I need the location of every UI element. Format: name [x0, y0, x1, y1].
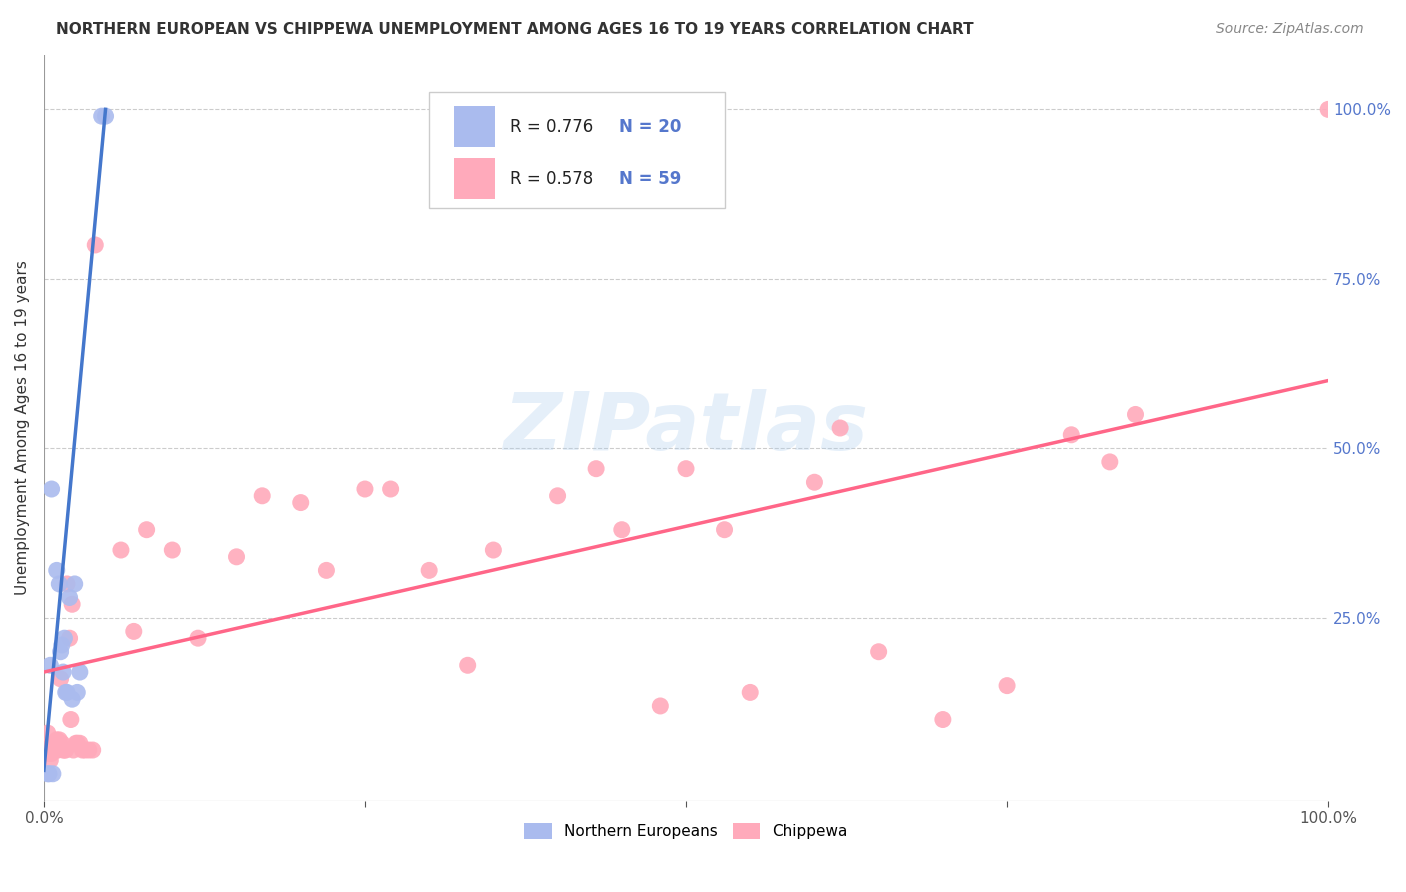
- Point: [53, 743, 76, 757]
- Point: [713, 523, 735, 537]
- Point: [90, 109, 112, 123]
- FancyBboxPatch shape: [429, 93, 724, 208]
- FancyBboxPatch shape: [454, 106, 495, 147]
- Point: [65, 736, 87, 750]
- Point: [53, 631, 76, 645]
- Point: [38, 747, 60, 761]
- Point: [66, 685, 89, 699]
- Point: [830, 421, 852, 435]
- Point: [48, 732, 70, 747]
- Point: [1060, 427, 1083, 442]
- Point: [740, 685, 762, 699]
- Point: [44, 743, 66, 757]
- Point: [650, 698, 672, 713]
- Point: [37, 766, 59, 780]
- Point: [585, 461, 607, 475]
- Point: [51, 736, 73, 750]
- Point: [547, 489, 569, 503]
- Point: [39, 753, 62, 767]
- Point: [675, 461, 697, 475]
- Point: [62, 743, 84, 757]
- Point: [290, 495, 312, 509]
- Point: [39, 658, 62, 673]
- Point: [42, 739, 65, 754]
- Point: [58, 631, 80, 645]
- Point: [932, 713, 955, 727]
- Text: NORTHERN EUROPEAN VS CHIPPEWA UNEMPLOYMENT AMONG AGES 16 TO 19 YEARS CORRELATION: NORTHERN EUROPEAN VS CHIPPEWA UNEMPLOYME…: [56, 22, 974, 37]
- Point: [41, 482, 63, 496]
- Point: [69, 665, 91, 679]
- Point: [135, 523, 157, 537]
- Point: [72, 743, 94, 757]
- Point: [225, 549, 247, 564]
- Point: [38, 766, 60, 780]
- Point: [66, 736, 89, 750]
- Point: [94, 109, 117, 123]
- Point: [45, 732, 67, 747]
- Point: [250, 489, 273, 503]
- Point: [49, 645, 72, 659]
- Point: [59, 713, 82, 727]
- Point: [610, 523, 633, 537]
- Point: [380, 482, 402, 496]
- Point: [315, 563, 337, 577]
- Text: R = 0.776: R = 0.776: [510, 118, 593, 136]
- Point: [803, 475, 825, 490]
- Point: [122, 624, 145, 639]
- Point: [354, 482, 377, 496]
- Text: R = 0.578: R = 0.578: [510, 170, 593, 188]
- Point: [868, 645, 890, 659]
- Point: [56, 577, 79, 591]
- Point: [162, 543, 184, 558]
- Point: [51, 638, 73, 652]
- Point: [418, 563, 440, 577]
- Point: [55, 743, 77, 757]
- Point: [73, 743, 96, 757]
- Point: [995, 679, 1018, 693]
- Point: [58, 591, 80, 605]
- Point: [457, 658, 479, 673]
- Text: ZIPatlas: ZIPatlas: [503, 389, 869, 467]
- Point: [52, 743, 75, 757]
- Point: [48, 577, 70, 591]
- Point: [82, 743, 104, 757]
- Point: [42, 766, 65, 780]
- Y-axis label: Unemployment Among Ages 16 to 19 years: Unemployment Among Ages 16 to 19 years: [15, 260, 30, 596]
- Point: [37, 726, 59, 740]
- FancyBboxPatch shape: [454, 158, 495, 199]
- Point: [46, 743, 69, 757]
- Point: [77, 743, 100, 757]
- Text: N = 59: N = 59: [619, 170, 682, 188]
- Text: N = 20: N = 20: [619, 118, 682, 136]
- Point: [35, 739, 58, 754]
- Point: [482, 543, 505, 558]
- Point: [45, 563, 67, 577]
- Point: [60, 692, 83, 706]
- Point: [55, 685, 77, 699]
- Point: [84, 238, 107, 252]
- Point: [60, 597, 83, 611]
- Point: [52, 665, 75, 679]
- Point: [1125, 408, 1147, 422]
- Point: [56, 685, 79, 699]
- Point: [49, 672, 72, 686]
- Point: [41, 747, 63, 761]
- Text: Source: ZipAtlas.com: Source: ZipAtlas.com: [1216, 22, 1364, 37]
- Point: [44, 743, 66, 757]
- Point: [187, 631, 209, 645]
- Point: [1098, 455, 1121, 469]
- Point: [1317, 103, 1340, 117]
- Point: [69, 736, 91, 750]
- Legend: Northern Europeans, Chippewa: Northern Europeans, Chippewa: [517, 817, 853, 846]
- Point: [110, 543, 132, 558]
- Point: [63, 577, 86, 591]
